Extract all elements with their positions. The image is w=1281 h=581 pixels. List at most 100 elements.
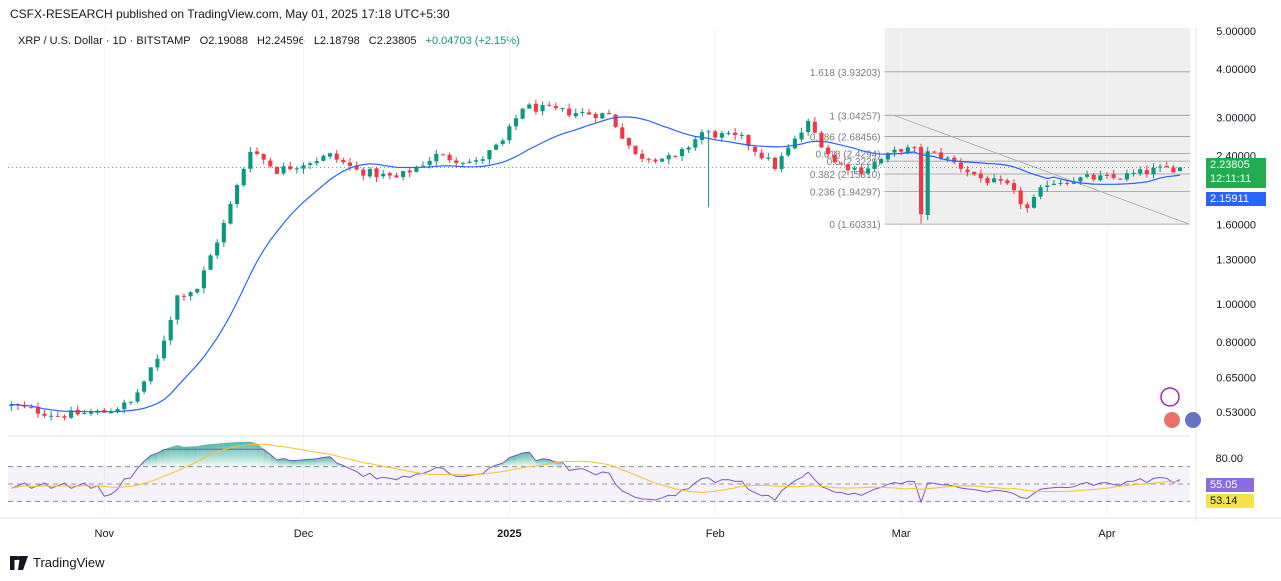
candle-body (972, 171, 977, 175)
candle-body (440, 154, 446, 156)
candle-body (507, 126, 512, 141)
candle-body (792, 138, 797, 149)
candle-body (620, 127, 625, 139)
candle-body (1104, 174, 1110, 176)
candle-body (161, 340, 167, 359)
candle-body (786, 147, 791, 156)
change-value: +0.04703 (+2.15%) (425, 35, 520, 47)
fib-label-1: 1 (3.04257) (829, 111, 880, 122)
candle-body (208, 255, 213, 270)
candle-body (560, 107, 565, 109)
candle-body (752, 146, 758, 152)
candle-body (832, 154, 837, 163)
candle-body (872, 162, 877, 169)
alert-icon (1160, 387, 1180, 407)
candle-body (49, 415, 54, 417)
rsi-overbought-fill (296, 459, 304, 467)
rsi-overbought-fill (170, 445, 178, 467)
candle-body (88, 412, 94, 414)
candle-body (1111, 174, 1116, 178)
trendline (894, 115, 1191, 225)
candle-body (301, 165, 306, 169)
candle-body (640, 153, 645, 159)
candle-body (55, 415, 60, 417)
candle-body (361, 169, 366, 176)
candle-body (626, 137, 631, 146)
candle-body (494, 144, 499, 150)
candle-body (62, 416, 67, 418)
rsi-overbought-fill (270, 454, 277, 467)
candle-body (1011, 183, 1017, 191)
candle-body (772, 157, 778, 169)
candle-body (500, 140, 505, 144)
moving-average-line (11, 116, 1181, 413)
candle-body (1158, 166, 1163, 168)
candle-body (168, 319, 173, 341)
candle-body (978, 173, 983, 179)
candle-body (228, 203, 233, 224)
price-tick-label: 3.00000 (1216, 113, 1256, 125)
candle-body (600, 113, 605, 119)
candle-body (819, 132, 824, 148)
candle-body (142, 381, 147, 392)
candle-body (1085, 174, 1090, 177)
footer-brand: TradingView (33, 555, 105, 570)
candle-body (122, 402, 127, 410)
fib-label-0.618: 0.618 (2.4294) (815, 150, 880, 161)
candle-body (155, 358, 160, 368)
candle-body (879, 159, 884, 164)
candle-body (1025, 204, 1030, 209)
fib-label-0.382: 0.382 (2.15310) (810, 170, 881, 181)
candle-body (719, 133, 724, 138)
rsi-overbought-fill (316, 457, 324, 467)
candle-body (1051, 183, 1056, 186)
rsi-overbought-fill (250, 441, 258, 467)
candle-body (354, 166, 359, 170)
candle-body (845, 164, 851, 171)
candle-body (1018, 190, 1023, 205)
price-tick-label: 1.60000 (1216, 219, 1256, 231)
candle-body (660, 158, 665, 162)
candle-body (328, 153, 333, 157)
rsi-overbought-fill (137, 461, 145, 467)
candle-body (806, 120, 811, 133)
candle-body (1124, 173, 1129, 180)
footer-branding[interactable]: TradingView (10, 555, 105, 570)
candle-body (1058, 182, 1063, 184)
candle-body (606, 113, 612, 115)
candle-body (420, 165, 426, 167)
candle-body (394, 175, 399, 178)
candle-body (387, 173, 392, 176)
candle-body (82, 413, 87, 415)
candle-body (1177, 167, 1183, 172)
candle-body (69, 410, 74, 418)
candle-body (912, 147, 917, 149)
rsi-overbought-fill (509, 455, 516, 467)
candle-body (726, 132, 731, 134)
time-tick-label: Nov (95, 528, 115, 540)
candle-body (547, 104, 552, 106)
candle-body (1118, 178, 1123, 180)
fib-label-0.236: 0.236 (1.94297) (810, 187, 881, 198)
candle-body (885, 152, 890, 160)
rsi-band (8, 466, 1190, 502)
rsi-overbought-fill (515, 453, 523, 467)
rsi-overbought-fill (522, 452, 530, 467)
candle-body (460, 163, 465, 165)
candle-body (135, 392, 140, 402)
candle-body (733, 132, 738, 136)
rsi-ma-line (11, 443, 1181, 493)
candle-body (221, 222, 226, 243)
rsi-overbought-fill (330, 456, 337, 467)
candle-body (899, 149, 904, 152)
rsi-overbought-fill (323, 456, 331, 467)
candle-body (567, 108, 572, 116)
candle-body (235, 185, 240, 205)
rsi-overbought-fill (183, 446, 191, 467)
price-tick-label: 4.00000 (1216, 64, 1256, 76)
candle-body (952, 157, 957, 163)
candle-body (739, 134, 744, 136)
candle-body (1038, 187, 1043, 197)
candle-body (447, 154, 452, 161)
